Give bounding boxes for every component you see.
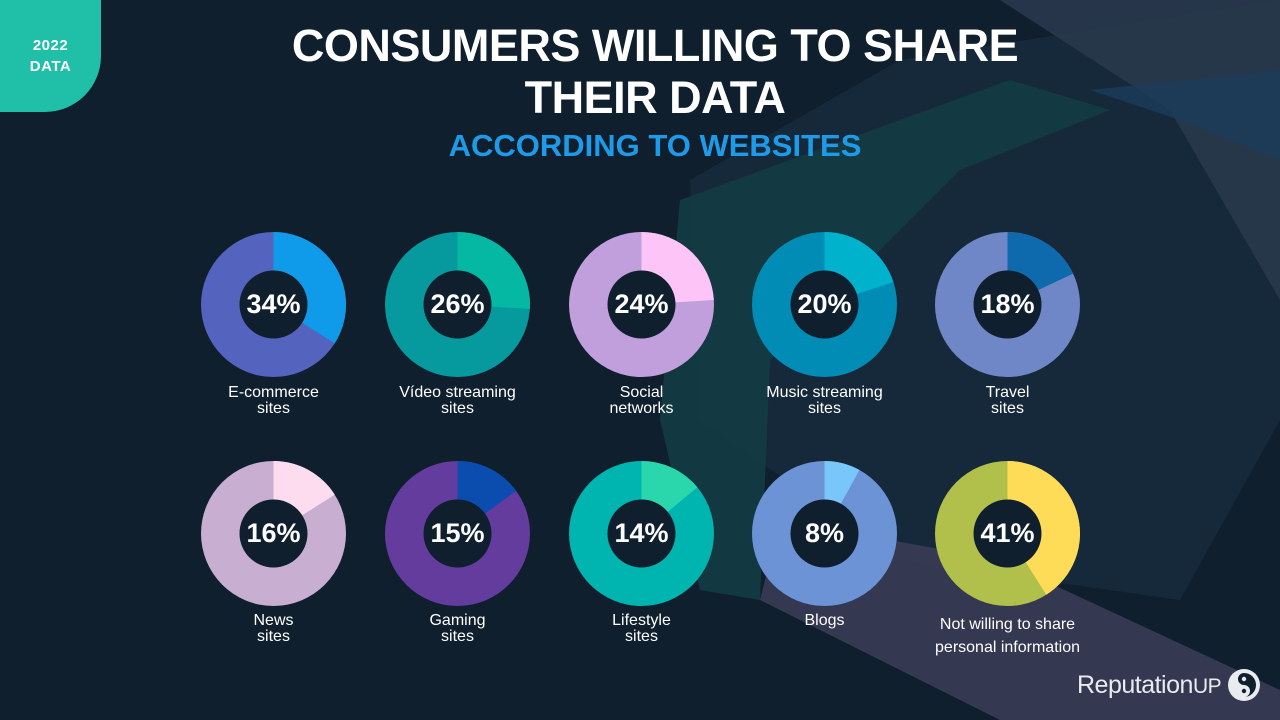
donut-hole xyxy=(239,270,308,339)
donut-percentage-label: 34% xyxy=(246,289,301,319)
donut-gaming-sites: 15% xyxy=(385,461,530,606)
donut-percentage-label: 18% xyxy=(980,289,1035,319)
donut-percentage-label: 8% xyxy=(804,518,845,548)
donut-hole xyxy=(423,270,492,339)
category-label-line: sites xyxy=(441,400,474,417)
category-label-line: sites xyxy=(441,628,474,645)
donut-percentage-label: 15% xyxy=(430,518,485,548)
donut-hole xyxy=(239,499,308,568)
title-line-1: CONSUMERS WILLING TO SHARE xyxy=(291,20,1019,71)
category-label-line: Not willing to share xyxy=(939,616,1076,633)
category-label-news-sites: News sites xyxy=(179,613,369,645)
category-label-e-commerce-sites: E-commerce sites xyxy=(179,385,369,417)
logo-swirl-icon xyxy=(1228,669,1261,701)
category-label-line: sites xyxy=(808,400,841,417)
donut-svg xyxy=(201,461,346,606)
category-label-social-networks: Social networks xyxy=(547,385,737,417)
logo-wordmark: ReputationUP xyxy=(1077,670,1222,699)
donut-social-networks: 24% xyxy=(569,232,714,377)
category-label-line: News xyxy=(253,612,294,629)
donut-news-sites: 16% xyxy=(201,461,346,606)
category-label-line: Vídeo streaming xyxy=(399,384,516,401)
donut-hole xyxy=(790,499,859,568)
category-label-travel-sites: Travel sites xyxy=(913,385,1103,417)
donut-svg xyxy=(201,232,346,377)
donut-percentage-label: 14% xyxy=(614,518,669,548)
donut-lifestyle-sites: 14% xyxy=(569,461,714,606)
donut-music-streaming-sites: 20% xyxy=(752,232,897,377)
donut-svg xyxy=(935,232,1080,377)
page-title: CONSUMERS WILLING TO SHARE THEIR DATA xyxy=(0,20,1280,124)
donut-svg xyxy=(935,461,1080,606)
background-ribbon-teal xyxy=(660,80,1110,600)
category-label-line: Gaming xyxy=(429,612,486,629)
donut-e-commerce-sites: 34% xyxy=(201,232,346,377)
donut-svg xyxy=(569,461,714,606)
category-label-not-willing-to-share-personal-information: Not willing to share personal information xyxy=(893,613,1123,659)
donut-travel-sites: 18% xyxy=(935,232,1080,377)
category-label-line: Lifestyle xyxy=(612,612,671,629)
donut-hole xyxy=(973,499,1042,568)
donut-percentage-label: 16% xyxy=(246,518,301,548)
reputationup-logo: ReputationUP xyxy=(1077,668,1261,702)
category-label-line: Social xyxy=(619,384,664,401)
donut-svg xyxy=(385,461,530,606)
donut-hole xyxy=(607,270,676,339)
category-label-line: sites xyxy=(625,628,658,645)
category-label-gaming-sites: Gaming sites xyxy=(363,613,553,645)
background-ribbon-slate xyxy=(1000,0,1280,300)
category-label-music-streaming-sites: Music streaming sites xyxy=(730,385,920,417)
donut-hole xyxy=(973,270,1042,339)
category-label-line: networks xyxy=(609,400,674,417)
donut-svg xyxy=(752,232,897,377)
donut-percentage-label: 20% xyxy=(797,289,852,319)
badge-year: 2022 xyxy=(32,37,69,54)
donut-svg xyxy=(569,232,714,377)
page-subtitle: ACCORDING TO WEBSITES xyxy=(448,128,862,163)
year-badge: 2022 DATA xyxy=(0,0,101,112)
category-label-line: Travel xyxy=(985,384,1030,401)
category-label-line: personal information xyxy=(935,639,1080,656)
donut-v-deo-streaming-sites: 26% xyxy=(385,232,530,377)
category-label-v-deo-streaming-sites: Vídeo streaming sites xyxy=(363,385,553,417)
background-ribbon-blue xyxy=(1090,70,1280,160)
category-label-blogs: Blogs xyxy=(730,613,920,629)
donut-percentage-label: 26% xyxy=(430,289,485,319)
donut-percentage-label: 41% xyxy=(980,518,1035,548)
donut-hole xyxy=(607,499,676,568)
donut-svg xyxy=(385,232,530,377)
donut-not-willing-to-share-personal-information: 41% xyxy=(935,461,1080,606)
category-label-line: sites xyxy=(991,400,1024,417)
category-label-line: Music streaming xyxy=(766,384,883,401)
background-ribbon-purple xyxy=(760,520,1280,720)
donut-hole xyxy=(423,499,492,568)
donut-percentage-label: 24% xyxy=(614,289,669,319)
badge-data: DATA xyxy=(29,58,72,75)
donut-hole xyxy=(790,270,859,339)
donut-blogs: 8% xyxy=(752,461,897,606)
donut-svg xyxy=(752,461,897,606)
category-label-line: sites xyxy=(257,628,290,645)
title-line-2: THEIR DATA xyxy=(524,72,786,123)
category-label-lifestyle-sites: Lifestyle sites xyxy=(547,613,737,645)
category-label-line: sites xyxy=(257,400,290,417)
category-label-line: Blogs xyxy=(804,612,845,629)
category-label-line: E-commerce xyxy=(228,384,319,401)
